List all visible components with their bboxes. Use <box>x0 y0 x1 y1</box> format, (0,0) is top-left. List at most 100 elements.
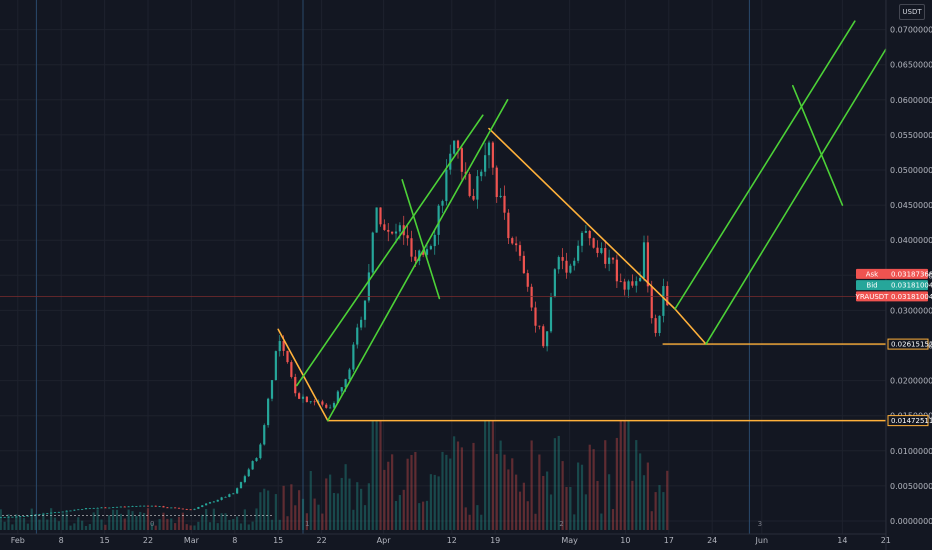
volume-bar <box>352 509 355 530</box>
volume-bar <box>631 480 634 530</box>
volume-bar <box>557 435 560 530</box>
candle-body <box>131 506 134 508</box>
volume-bar <box>592 449 595 530</box>
volume-bar <box>387 461 390 530</box>
candle-body <box>15 516 18 518</box>
volume-bar <box>534 513 537 530</box>
candle-body <box>561 257 564 261</box>
volume-bar <box>340 477 343 530</box>
volume-bar <box>336 493 339 530</box>
candle-body <box>456 140 460 149</box>
candle-body <box>205 503 208 506</box>
volume-bar <box>139 511 142 530</box>
time-axis[interactable]: 25Feb81522Mar81522Apr1219May101724Jun142… <box>0 533 891 545</box>
volume-bar <box>666 470 669 530</box>
volume-bar <box>298 490 301 530</box>
candle-body <box>608 257 611 264</box>
event-markers: 0 1 2 3 <box>150 520 762 528</box>
volume-bar <box>158 518 161 530</box>
candle-body <box>538 325 541 327</box>
candle-body <box>557 257 560 270</box>
volume-bar <box>623 420 626 530</box>
candle-body <box>88 508 91 509</box>
volume-bar <box>162 512 165 530</box>
candle-body <box>197 507 200 509</box>
time-tick-label: 14 <box>837 536 847 545</box>
volume-bar <box>69 525 72 530</box>
event-marker: 2 <box>559 520 563 528</box>
volume-bar <box>127 509 130 530</box>
volume-bar <box>317 504 320 530</box>
candle-body <box>658 315 661 334</box>
candle-body <box>212 501 215 503</box>
volume-bar <box>627 420 630 530</box>
volume-bar <box>197 521 200 530</box>
trendline-descending <box>488 127 676 310</box>
candle-body <box>119 506 122 508</box>
candle-body <box>50 512 53 514</box>
candle-body <box>34 514 37 516</box>
candle-body <box>639 277 642 282</box>
price-tick-label: 0.00000000 <box>890 517 932 526</box>
candle-body <box>65 510 68 512</box>
candle-body <box>298 393 301 399</box>
time-tick-label: 8 <box>59 536 64 545</box>
volume-bar <box>654 492 657 530</box>
candle-body <box>592 238 595 248</box>
candle-body <box>22 516 26 517</box>
volume-bar <box>22 518 26 530</box>
volume-bar <box>294 505 297 530</box>
candle-body <box>565 260 568 273</box>
volume-bar <box>511 458 514 530</box>
candle-body <box>139 505 142 507</box>
candle-body <box>77 509 80 511</box>
candle-body <box>143 505 146 507</box>
price-tag-label: Ask <box>866 270 879 278</box>
candle-body <box>220 497 223 500</box>
candle-body <box>150 505 153 507</box>
candle-body <box>383 224 386 230</box>
candle-body <box>573 260 576 266</box>
volume-bar <box>379 420 382 530</box>
candle-body <box>313 401 316 403</box>
level-tag-value: 0.02615152 <box>891 341 932 349</box>
candle-body <box>356 327 359 345</box>
candle-body <box>530 286 533 308</box>
candle-body <box>53 512 57 514</box>
candle-body <box>348 369 351 380</box>
candle-body <box>422 250 425 255</box>
volume-bar <box>65 511 68 530</box>
trendline-drawings[interactable] <box>277 20 887 422</box>
candle-body <box>3 517 6 518</box>
volume-bar <box>460 447 463 530</box>
candle-body <box>460 148 463 172</box>
volume-bar <box>34 514 37 530</box>
channel-line-right-lower <box>705 48 887 345</box>
candle-body <box>42 513 45 515</box>
candle-body <box>236 488 239 494</box>
candle-body <box>371 232 374 273</box>
candle-body <box>267 398 270 426</box>
candle-body <box>623 281 626 290</box>
price-tag-label: Bid <box>866 282 877 290</box>
volume-bar <box>286 516 289 530</box>
volume-bar <box>615 437 618 530</box>
candle-body <box>84 508 88 510</box>
candle-body <box>650 286 653 319</box>
price-tag-value: 0.03181004 <box>891 293 932 301</box>
candle-body <box>387 229 390 232</box>
candle-body <box>208 502 212 504</box>
candle-body <box>429 246 432 250</box>
candle-body <box>635 281 638 286</box>
volume-bar <box>515 474 518 530</box>
volume-bar <box>499 440 502 530</box>
volume-bar <box>662 492 665 530</box>
volume-bar <box>480 514 483 530</box>
currency-badge[interactable]: USDT <box>899 4 925 20</box>
candle-body <box>321 401 324 405</box>
